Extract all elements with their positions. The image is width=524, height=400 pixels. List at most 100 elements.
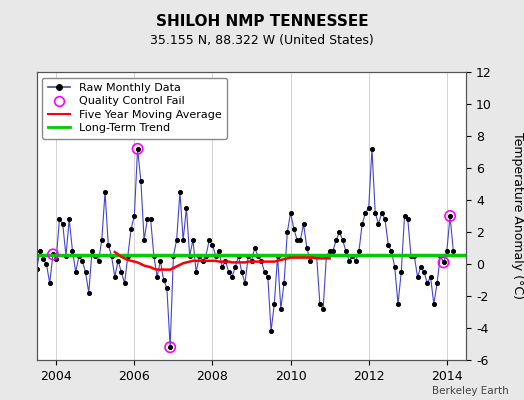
Point: [287, 210, 295, 216]
Point: [267, 328, 275, 334]
Point: [143, 216, 151, 222]
Point: [26, 216, 35, 222]
Point: [166, 344, 174, 350]
Point: [159, 277, 168, 283]
Point: [446, 213, 454, 219]
Point: [65, 216, 73, 222]
Point: [231, 264, 239, 270]
Point: [215, 248, 223, 254]
Legend: Raw Monthly Data, Quality Control Fail, Five Year Moving Average, Long-Term Tren: Raw Monthly Data, Quality Control Fail, …: [42, 78, 227, 139]
Point: [16, 221, 25, 227]
Point: [423, 280, 431, 286]
Point: [88, 248, 96, 254]
Point: [166, 344, 174, 350]
Point: [274, 253, 282, 259]
Point: [371, 210, 379, 216]
Point: [264, 274, 272, 280]
Point: [156, 258, 165, 264]
Point: [225, 269, 233, 275]
Point: [130, 213, 138, 219]
Point: [384, 242, 392, 248]
Point: [49, 251, 57, 258]
Point: [361, 210, 369, 216]
Point: [212, 253, 220, 259]
Point: [39, 256, 47, 262]
Point: [124, 253, 132, 259]
Point: [244, 253, 253, 259]
Point: [202, 253, 210, 259]
Point: [377, 210, 386, 216]
Point: [368, 146, 376, 152]
Point: [335, 229, 344, 235]
Point: [55, 216, 63, 222]
Point: [192, 269, 200, 275]
Point: [417, 264, 425, 270]
Point: [42, 261, 51, 267]
Point: [23, 216, 31, 222]
Point: [306, 258, 314, 264]
Point: [81, 269, 90, 275]
Point: [111, 274, 119, 280]
Point: [127, 226, 135, 232]
Y-axis label: Temperature Anomaly (°C): Temperature Anomaly (°C): [511, 132, 524, 300]
Point: [342, 248, 350, 254]
Point: [403, 216, 412, 222]
Point: [280, 280, 288, 286]
Text: Berkeley Earth: Berkeley Earth: [432, 386, 508, 396]
Point: [449, 248, 457, 254]
Point: [29, 226, 38, 232]
Point: [365, 205, 373, 211]
Point: [339, 237, 347, 243]
Point: [427, 274, 435, 280]
Point: [68, 248, 77, 254]
Point: [394, 301, 402, 307]
Point: [237, 269, 246, 275]
Point: [205, 237, 213, 243]
Point: [303, 245, 311, 251]
Point: [420, 269, 428, 275]
Point: [176, 189, 184, 195]
Point: [36, 248, 44, 254]
Point: [358, 221, 366, 227]
Point: [322, 253, 331, 259]
Point: [91, 253, 100, 259]
Point: [146, 216, 155, 222]
Point: [309, 253, 318, 259]
Point: [348, 253, 357, 259]
Point: [234, 253, 243, 259]
Point: [352, 258, 360, 264]
Point: [257, 258, 266, 264]
Point: [94, 258, 103, 264]
Point: [283, 229, 291, 235]
Point: [46, 280, 54, 286]
Point: [62, 253, 70, 259]
Point: [134, 146, 142, 152]
Point: [185, 253, 194, 259]
Point: [84, 290, 93, 296]
Point: [140, 237, 148, 243]
Point: [430, 301, 438, 307]
Point: [195, 253, 204, 259]
Point: [433, 280, 441, 286]
Point: [228, 274, 236, 280]
Point: [208, 242, 216, 248]
Point: [413, 274, 422, 280]
Point: [293, 237, 301, 243]
Point: [446, 213, 454, 219]
Point: [32, 266, 41, 272]
Point: [345, 258, 353, 264]
Point: [19, 253, 28, 259]
Point: [182, 205, 191, 211]
Point: [199, 258, 207, 264]
Point: [221, 258, 230, 264]
Point: [179, 237, 188, 243]
Point: [410, 253, 419, 259]
Point: [407, 253, 415, 259]
Point: [270, 301, 278, 307]
Point: [299, 221, 308, 227]
Point: [440, 259, 448, 266]
Point: [169, 253, 178, 259]
Point: [114, 258, 122, 264]
Point: [387, 248, 396, 254]
Point: [247, 258, 256, 264]
